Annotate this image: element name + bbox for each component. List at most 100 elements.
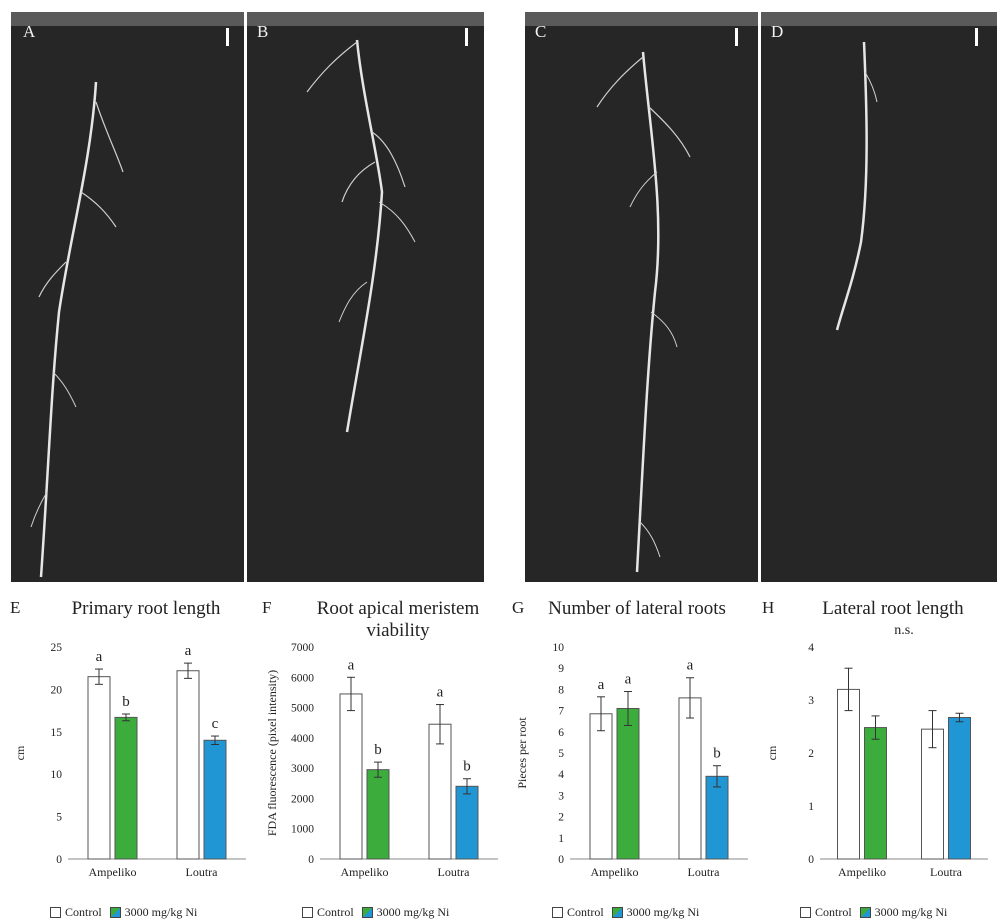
chart-panel-g: G Number of lateral roots Pieces per roo…	[512, 592, 762, 922]
chart-panel-e: E Primary root length cm 0 5 10 15 20 25 Ampeli…	[10, 592, 260, 922]
chart-panel-f: F Root apical meristem viability FDA flu…	[262, 592, 512, 922]
root-image-b	[247, 12, 484, 582]
ns-label: n.s.	[894, 623, 913, 638]
bar	[339, 693, 363, 860]
x-tick-label: Loutra	[688, 865, 721, 879]
photo-panel-c: C	[525, 12, 758, 582]
significance-letter: a	[96, 649, 103, 665]
panel-letter-b: B	[257, 22, 269, 41]
chart-letter: G	[512, 598, 525, 617]
bar-chart-g: Pieces per root 0 1 2 3 4 5 6 7 8 9 10 Ampeliko a a Lou…	[515, 642, 748, 879]
bar	[114, 716, 138, 860]
x-tick-label: Ampeliko	[341, 865, 389, 879]
y-tick-label: 1	[808, 801, 814, 813]
y-axis-label: Pieces per root	[515, 717, 529, 789]
significance-letter: b	[463, 759, 471, 775]
legend-label-control: Control	[65, 905, 102, 919]
x-tick-label: Ampeliko	[591, 865, 639, 879]
chart-title: Lateral root length	[822, 598, 964, 619]
chart-letter: H	[762, 598, 775, 617]
y-tick-label: 2000	[291, 793, 314, 805]
chart-letter: F	[262, 598, 272, 617]
legend: Control 3000 mg/kg Ni	[552, 905, 762, 920]
photo-panel-b: B	[247, 12, 484, 582]
panel-letter-a: A	[23, 22, 36, 41]
legend-swatch-ni	[361, 907, 373, 918]
bar	[921, 728, 944, 860]
y-tick-label: 0	[308, 854, 314, 866]
bar	[948, 716, 971, 860]
bar	[203, 739, 227, 860]
y-tick-label: 3	[558, 790, 564, 802]
bar	[864, 727, 887, 860]
significance-letter: b	[713, 746, 721, 762]
significance-letter: a	[625, 672, 632, 688]
bar	[705, 775, 729, 860]
legend-label-ni: 3000 mg/kg Ni	[376, 905, 450, 919]
photo-panel-d: D	[761, 12, 997, 582]
y-tick-label: 2	[558, 812, 564, 824]
bar-chart-h: cm 0 1 2 3 4 Ampeliko Loutra n.s.	[765, 623, 988, 879]
root-image-c	[525, 12, 758, 582]
chart-letter: E	[10, 598, 21, 617]
y-tick-label: 10	[51, 769, 63, 781]
y-axis-label: cm	[765, 745, 779, 760]
y-tick-label: 6	[558, 727, 564, 739]
legend: Control 3000 mg/kg Ni	[800, 905, 1002, 920]
legend-label-control: Control	[815, 905, 852, 919]
legend-label-ni: 3000 mg/kg Ni	[124, 905, 198, 919]
legend-swatch-control	[800, 907, 811, 918]
y-tick-label: 0	[558, 854, 564, 866]
x-tick-label: Ampeliko	[89, 865, 137, 879]
panel-letter-c: C	[535, 22, 547, 41]
y-tick-label: 7	[558, 706, 564, 718]
legend-label-ni: 3000 mg/kg Ni	[626, 905, 700, 919]
panel-letter-d: D	[771, 22, 784, 41]
y-tick-label: 1000	[291, 824, 314, 836]
bar-chart-e: cm 0 5 10 15 20 25 Ampeliko a b Loutra a c	[13, 642, 246, 879]
significance-letter: a	[687, 658, 694, 674]
significance-letter: b	[122, 694, 130, 710]
root-image-d	[761, 12, 997, 582]
y-tick-label: 7000	[291, 642, 314, 654]
significance-letter: a	[185, 643, 192, 659]
significance-letter: a	[437, 685, 444, 701]
y-tick-label: 8	[558, 684, 564, 696]
x-tick-label: Ampeliko	[838, 865, 886, 879]
y-tick-label: 15	[51, 727, 63, 739]
x-tick-label: Loutra	[186, 865, 219, 879]
y-tick-label: 9	[558, 663, 564, 675]
chart-title: Number of lateral roots	[548, 598, 726, 619]
y-tick-label: 0	[808, 854, 814, 866]
legend-swatch-ni	[611, 907, 623, 918]
y-tick-label: 3	[808, 695, 814, 707]
legend-label-ni: 3000 mg/kg Ni	[874, 905, 948, 919]
bar	[616, 707, 640, 860]
root-image-a	[11, 12, 244, 582]
legend: Control 3000 mg/kg Ni	[302, 905, 512, 920]
bar	[176, 670, 200, 860]
y-tick-label: 25	[51, 642, 63, 654]
bar	[837, 688, 860, 860]
bar	[428, 723, 452, 860]
chart-title: Root apical meristem viability	[316, 598, 480, 641]
y-tick-label: 5	[558, 748, 564, 760]
legend-swatch-control	[302, 907, 313, 918]
legend-swatch-control	[50, 907, 61, 918]
y-tick-label: 3000	[291, 763, 314, 775]
y-axis-label: cm	[13, 745, 27, 760]
y-tick-label: 4000	[291, 733, 314, 745]
bar	[455, 785, 479, 860]
y-tick-label: 6000	[291, 672, 314, 684]
significance-letter: b	[374, 742, 382, 758]
chart-panel-h: H Lateral root length cm 0 1 2 3 4 Ampeliko Lou…	[762, 592, 1002, 922]
legend-label-control: Control	[317, 905, 354, 919]
bar	[678, 697, 702, 860]
legend: Control 3000 mg/kg Ni	[50, 905, 260, 920]
bar-chart-f: FDA fluorescence (pixel intensity) 0 1000 2…	[265, 642, 498, 879]
legend-swatch-control	[552, 907, 563, 918]
significance-letter: c	[212, 716, 219, 732]
significance-letter: a	[348, 657, 355, 673]
y-tick-label: 5000	[291, 703, 314, 715]
y-tick-label: 10	[553, 642, 565, 654]
